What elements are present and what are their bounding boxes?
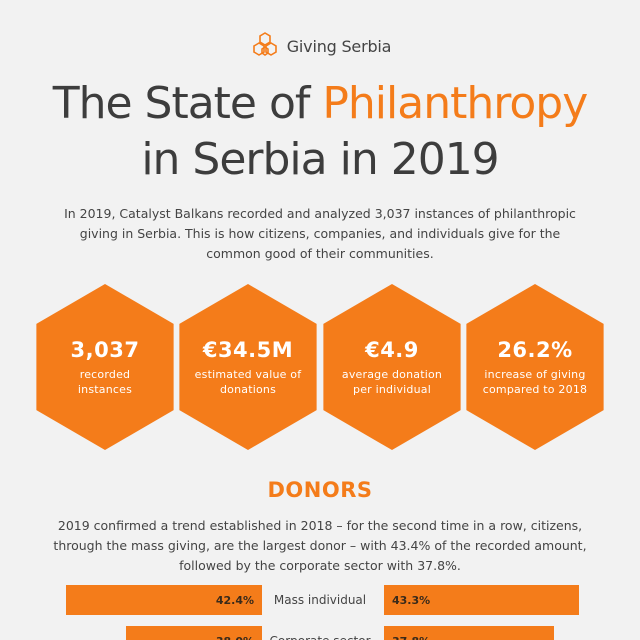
bar-label: Mass individual [273, 593, 367, 607]
donor-bar-row-mass-individual: 42.4% Mass individual 43.3% [0, 585, 640, 615]
intro-paragraph: In 2019, Catalyst Balkans recorded and a… [64, 206, 576, 261]
stat-value: €34.5M [202, 338, 294, 362]
bar-left-2018: 38.0% [126, 626, 262, 640]
title-accent: Philanthropy [322, 78, 588, 129]
donors-paragraph: 2019 confirmed a trend established in 20… [53, 518, 587, 573]
stat-label: estimated value of donations [194, 368, 302, 396]
bar-label: Corporate sector [245, 626, 395, 640]
hexagon-cluster-icon [252, 32, 277, 56]
stat-hex-average: €4.9 average donation per individual [323, 284, 461, 450]
logo-text: Giving Serbia [286, 36, 392, 56]
donor-bar-row-corporate: 38.0% Corporate sector 37.8% [0, 626, 640, 640]
stat-label: average donation per individual [341, 368, 443, 396]
stat-hex-increase: 26.2% increase of giving compared to 2018 [466, 284, 604, 450]
bar-left-2018: 42.4% [66, 585, 262, 615]
stat-value: 3,037 [70, 338, 140, 362]
title-prefix: The State of [52, 78, 323, 129]
stats-hexagons: 3,037 recorded instances €34.5M estimated… [32, 284, 608, 450]
stat-hex-value: €34.5M estimated value of donations [179, 284, 317, 450]
stat-label: increase of giving compared to 2018 [482, 368, 588, 396]
stat-label: recorded instances [77, 368, 133, 396]
title-line2: in Serbia in 2019 [141, 134, 499, 185]
bar-right-2019: 37.8% [384, 626, 554, 640]
bar-right-2019: 43.3% [384, 585, 579, 615]
logo: Giving Serbia [0, 30, 640, 62]
donors-heading: DONORS [267, 478, 373, 502]
stat-value: 26.2% [497, 338, 573, 362]
page-title: The State of Philanthropy in Serbia in 2… [0, 76, 640, 188]
stat-value: €4.9 [365, 338, 419, 362]
stat-hex-instances: 3,037 recorded instances [36, 284, 174, 450]
